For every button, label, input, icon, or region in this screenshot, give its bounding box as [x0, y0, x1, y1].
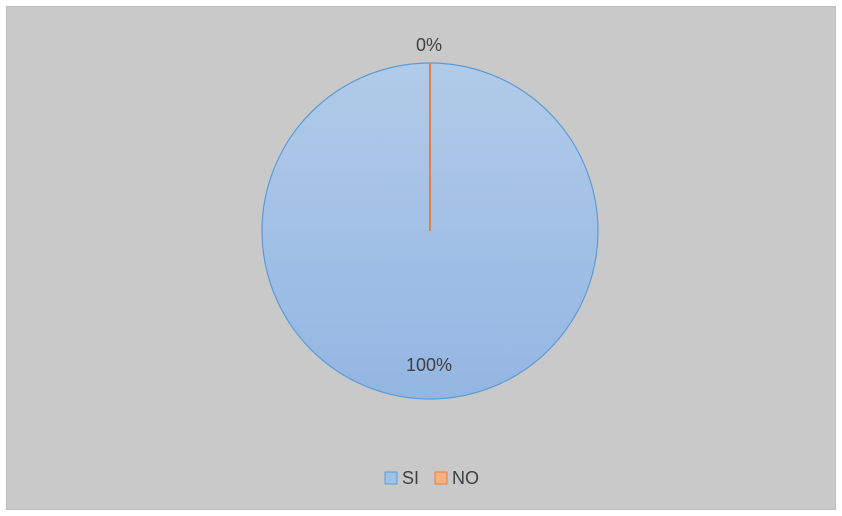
pie-slices: [261, 62, 599, 400]
data-label-no: 0%: [416, 35, 442, 55]
pie-chart: 0% 100% SI NO: [261, 35, 599, 488]
data-label-si: 100%: [406, 355, 452, 375]
legend-label-no: NO: [452, 468, 479, 488]
legend: SI NO: [384, 468, 479, 488]
legend-label-si: SI: [402, 468, 419, 488]
chart-area: 0% 100% SI NO: [6, 6, 836, 510]
legend-swatch-no: [434, 471, 448, 485]
legend-swatch-si: [384, 471, 398, 485]
